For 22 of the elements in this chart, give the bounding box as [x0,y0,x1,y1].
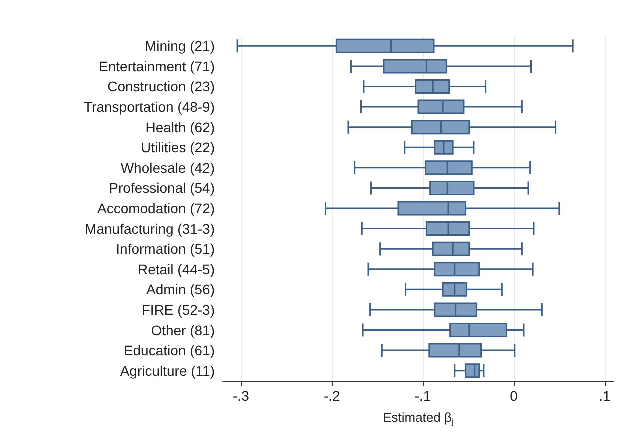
y-tick-label: Manufacturing (31-3) [85,220,215,237]
y-tick-label: Other (81) [151,322,215,338]
y-tick-label: Construction (23) [108,78,215,95]
y-tick-label: Entertainment (71) [99,58,215,74]
y-tick-label: Health (62) [146,119,215,136]
y-tick-label: Retail (44-5) [138,261,215,278]
y-tick-label: Education (61) [124,342,215,359]
y-tick-label: FIRE (52-3) [142,302,215,318]
x-tick-label: .1 [599,388,611,404]
y-tick-label: Admin (56) [146,282,215,298]
x-tick-label: -.3 [233,388,250,404]
y-tick-label: Mining (21) [144,38,215,54]
x-tick-label: 0 [510,388,518,404]
x-tick-label: -.2 [324,388,340,404]
y-tick-label: Information (51) [116,241,215,258]
y-tick-label: Utilities (22) [141,140,215,156]
y-tick-label: Professional (54) [109,180,215,196]
y-tick-label: Transportation (48-9) [84,99,215,116]
y-tick-label: Wholesale (42) [120,160,215,176]
y-tick-label: Accomodation (72) [97,200,215,216]
y-tick-label: Agriculture (11) [120,362,215,379]
x-tick-label: -.1 [414,388,432,404]
